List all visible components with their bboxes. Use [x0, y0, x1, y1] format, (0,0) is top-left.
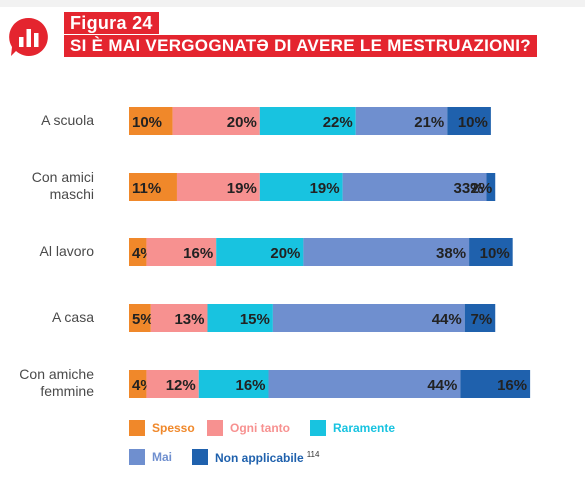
data-label: 38%	[436, 245, 466, 262]
data-label: 10%	[480, 245, 510, 262]
legend-label-text: Mai	[152, 450, 173, 464]
category-label-line: Con amici	[31, 169, 94, 185]
bar-segment-non-applicabile	[469, 238, 513, 266]
bar-segment-non-applicabile	[486, 173, 496, 201]
bar-segment-mai	[303, 238, 470, 266]
bar-segment-mai	[355, 107, 448, 135]
bar-segment-mai	[268, 370, 461, 398]
data-label: 5%	[132, 311, 154, 328]
legend-label: Mai	[152, 450, 172, 464]
legend-swatch	[310, 420, 326, 436]
category-label-line: maschi	[49, 186, 94, 202]
category-label-line: A scuola	[41, 111, 94, 128]
data-label: 20%	[270, 245, 300, 262]
category-label: A casa	[0, 309, 94, 326]
figure-label: Figura 24	[64, 12, 159, 34]
data-label: 20%	[227, 114, 257, 131]
legend-label: Raramente	[333, 421, 395, 435]
bar-segment-ogni-tanto	[146, 370, 199, 398]
data-label: 15%	[240, 311, 270, 328]
bar-segment-raramente	[198, 370, 269, 398]
data-label: 11%	[132, 180, 161, 197]
category-label: A scuola	[0, 112, 94, 129]
chart-logo-icon	[9, 17, 48, 56]
bar-segment-non-applicabile	[447, 107, 491, 135]
legend-label-text: Ogni tanto	[230, 421, 290, 435]
data-label: 19%	[310, 180, 340, 197]
data-label: 33%	[453, 180, 483, 197]
bar-segment-mai	[272, 304, 465, 332]
data-label: 19%	[227, 180, 257, 197]
bar-segment-spesso	[129, 370, 147, 398]
bar-segment-mai	[342, 173, 487, 201]
legend-label: Spesso	[152, 421, 195, 435]
legend-item-spesso: Spesso	[129, 420, 195, 436]
legend-swatch	[129, 420, 145, 436]
legend-label-text: Raramente	[333, 421, 396, 435]
data-label: 21%	[414, 114, 444, 131]
footnote-marker: 114	[306, 449, 320, 459]
bar-segment-ogni-tanto	[172, 107, 260, 135]
data-label: 10%	[458, 114, 488, 131]
bar-segment-spesso	[129, 238, 147, 266]
data-label: 44%	[432, 311, 462, 328]
bar-segment-spesso	[129, 107, 173, 135]
data-label: 10%	[132, 114, 162, 131]
legend-item-mai: Mai	[129, 449, 172, 465]
category-label-line: Con amiche	[19, 366, 94, 382]
data-label: 13%	[174, 311, 204, 328]
data-label: 22%	[323, 114, 353, 131]
category-label: Con amiche femmine	[0, 366, 94, 400]
category-label-line: Al lavoro	[39, 242, 94, 259]
bar-segment-ogni-tanto	[150, 304, 208, 332]
bar-segment-spesso	[129, 304, 151, 332]
category-label-line: A casa	[51, 308, 94, 325]
bar-segment-non-applicabile	[464, 304, 496, 332]
chart-title: SI È MAI VERGOGNATƏ DI AVERE LE MESTRUAZ…	[64, 35, 537, 57]
legend-item-non-applicabile: Non applicabile 114	[192, 449, 319, 465]
bar-segment-raramente	[216, 238, 304, 266]
category-label: Al lavoro	[0, 243, 94, 260]
data-label: 44%	[427, 377, 457, 394]
legend-swatch	[192, 449, 208, 465]
legend-swatch	[207, 420, 223, 436]
bar-segment-raramente	[259, 107, 356, 135]
top-band	[0, 0, 585, 7]
bar-segment-raramente	[259, 173, 343, 201]
data-label: 16%	[235, 377, 265, 394]
category-label: Con amici maschi	[0, 169, 94, 203]
bar-segment-non-applicabile	[460, 370, 531, 398]
bar-segment-raramente	[207, 304, 273, 332]
legend-label-text: Spesso	[152, 421, 195, 435]
data-label: 16%	[183, 245, 213, 262]
data-label: 16%	[497, 377, 527, 394]
legend-item-raramente: Raramente	[310, 420, 395, 436]
legend-swatch	[129, 449, 145, 465]
data-label: 12%	[166, 377, 196, 394]
legend-item-ogni-tanto: Ogni tanto	[207, 420, 290, 436]
bar-segment-ogni-tanto	[146, 238, 217, 266]
data-label: 7%	[471, 311, 493, 328]
category-label-line: femmine	[40, 383, 94, 399]
title-block: Figura 24 SI È MAI VERGOGNATƏ DI AVERE L…	[64, 12, 537, 57]
data-label: 2%	[471, 180, 493, 197]
legend-label-text: Non applicabile	[215, 450, 304, 465]
legend-label: Ogni tanto	[230, 421, 290, 435]
legend-label: Non applicabile 114	[215, 450, 319, 465]
bar-segment-ogni-tanto	[176, 173, 260, 201]
bar-segment-spesso	[129, 173, 177, 201]
